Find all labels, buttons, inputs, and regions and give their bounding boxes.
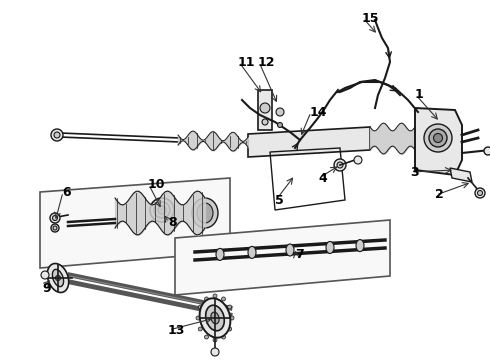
Ellipse shape: [196, 316, 200, 320]
Ellipse shape: [424, 124, 452, 152]
Text: 14: 14: [310, 105, 327, 118]
Ellipse shape: [51, 224, 59, 232]
Ellipse shape: [429, 129, 447, 147]
Ellipse shape: [354, 156, 362, 164]
Ellipse shape: [484, 147, 490, 155]
Polygon shape: [258, 90, 272, 130]
Text: 7: 7: [295, 248, 304, 261]
Ellipse shape: [277, 122, 283, 127]
Ellipse shape: [192, 198, 218, 228]
Ellipse shape: [228, 327, 232, 331]
Text: 9: 9: [42, 282, 50, 294]
Ellipse shape: [50, 213, 60, 223]
Ellipse shape: [55, 275, 60, 280]
Ellipse shape: [206, 305, 224, 331]
Ellipse shape: [52, 269, 64, 287]
Polygon shape: [175, 220, 390, 295]
Polygon shape: [415, 108, 462, 175]
Ellipse shape: [204, 335, 209, 339]
Polygon shape: [450, 168, 472, 182]
Ellipse shape: [477, 190, 483, 195]
Ellipse shape: [230, 316, 234, 320]
Ellipse shape: [228, 305, 232, 309]
Text: 12: 12: [258, 55, 275, 68]
Text: 8: 8: [168, 216, 176, 229]
Text: 4: 4: [318, 171, 327, 184]
Text: 13: 13: [168, 324, 185, 337]
Ellipse shape: [52, 216, 57, 220]
Ellipse shape: [434, 134, 442, 143]
Ellipse shape: [276, 108, 284, 116]
Ellipse shape: [154, 202, 170, 218]
Ellipse shape: [53, 226, 57, 230]
Text: 15: 15: [362, 12, 379, 24]
Ellipse shape: [262, 119, 268, 125]
Ellipse shape: [150, 198, 174, 222]
Text: 3: 3: [410, 166, 418, 179]
Ellipse shape: [198, 327, 202, 331]
Polygon shape: [40, 178, 230, 268]
Ellipse shape: [204, 297, 209, 301]
Ellipse shape: [334, 159, 346, 171]
Text: 11: 11: [238, 55, 255, 68]
Ellipse shape: [41, 271, 49, 279]
Polygon shape: [248, 127, 370, 157]
Ellipse shape: [198, 305, 202, 309]
Ellipse shape: [213, 338, 217, 342]
Ellipse shape: [51, 129, 63, 141]
Ellipse shape: [221, 335, 225, 339]
Ellipse shape: [475, 188, 485, 198]
Text: 5: 5: [275, 194, 284, 207]
Ellipse shape: [54, 132, 60, 138]
Ellipse shape: [48, 264, 69, 293]
Ellipse shape: [213, 294, 217, 298]
Text: 1: 1: [415, 89, 424, 102]
Ellipse shape: [248, 246, 256, 258]
Ellipse shape: [211, 312, 219, 324]
Text: 2: 2: [435, 189, 444, 202]
Ellipse shape: [356, 239, 364, 252]
Ellipse shape: [337, 162, 343, 168]
Ellipse shape: [197, 203, 213, 223]
Ellipse shape: [260, 103, 270, 113]
Ellipse shape: [211, 348, 219, 356]
Ellipse shape: [221, 297, 225, 301]
Text: 6: 6: [62, 185, 71, 198]
Text: 10: 10: [148, 179, 166, 192]
Ellipse shape: [199, 298, 230, 338]
Ellipse shape: [158, 206, 166, 214]
Ellipse shape: [216, 248, 224, 260]
Ellipse shape: [326, 242, 334, 253]
Ellipse shape: [286, 244, 294, 256]
